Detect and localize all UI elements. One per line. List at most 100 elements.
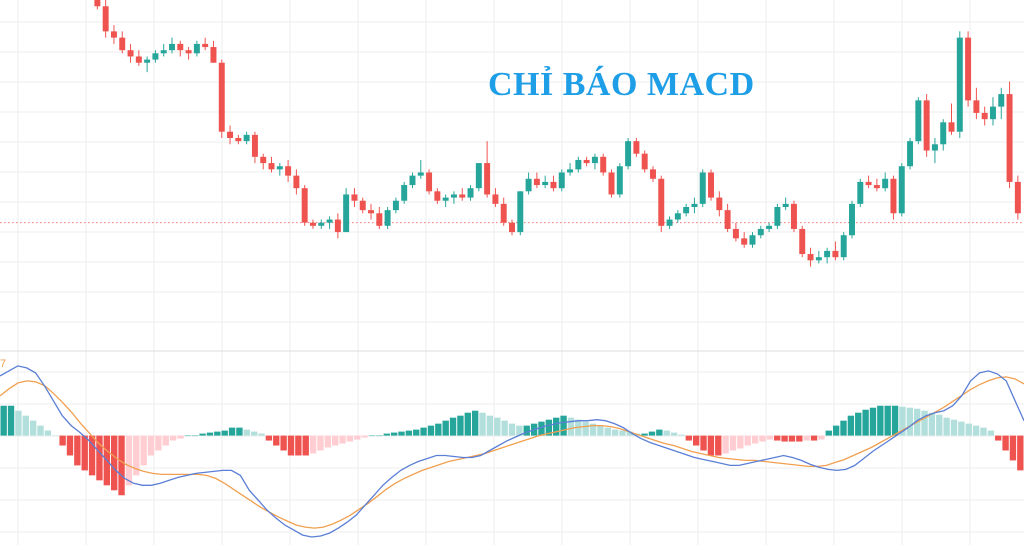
histogram-bar — [987, 430, 995, 436]
candle-body — [658, 178, 665, 226]
candle-body — [691, 203, 698, 207]
histogram-bar — [155, 435, 162, 451]
histogram-bar — [641, 433, 648, 436]
candle-body — [409, 175, 416, 186]
candle-body — [649, 169, 656, 179]
candle-body — [102, 6, 109, 32]
macd-histogram — [0, 405, 1024, 496]
candle-body — [509, 222, 515, 233]
histogram-bar — [494, 417, 501, 436]
histogram-bar — [980, 427, 987, 436]
histogram-bar — [206, 432, 214, 436]
histogram-bar — [759, 435, 766, 442]
histogram-bar — [177, 435, 184, 439]
histogram-bar — [972, 425, 980, 436]
candle-body — [542, 181, 549, 186]
candle-body — [749, 235, 756, 245]
candle-body — [177, 43, 184, 51]
candle-body — [368, 210, 375, 214]
histogram-bar — [832, 425, 840, 436]
histogram-bar — [398, 431, 405, 436]
histogram-bar — [111, 435, 118, 491]
candle-body — [94, 0, 101, 7]
histogram-bar — [140, 435, 147, 466]
histogram-bar — [508, 423, 516, 436]
candle-body — [915, 100, 922, 142]
histogram-bar — [250, 431, 258, 436]
histogram-bar — [869, 407, 877, 436]
histogram-bar — [59, 435, 66, 446]
histogram-bar — [15, 410, 22, 436]
histogram-bar — [427, 425, 435, 436]
candle-body — [608, 172, 615, 195]
histogram-bar — [906, 407, 913, 436]
candle-body — [782, 203, 789, 207]
histogram-bar — [162, 435, 169, 446]
histogram-bar — [685, 435, 692, 441]
histogram-bar — [96, 435, 103, 481]
histogram-bar — [81, 435, 88, 471]
histogram-bar — [803, 435, 810, 441]
candle-body — [160, 50, 167, 54]
histogram-bar — [332, 435, 339, 446]
candle-body — [741, 238, 748, 245]
histogram-bar — [435, 423, 442, 436]
histogram-bar — [52, 435, 59, 437]
histogram-bar — [339, 435, 346, 444]
candle-body — [525, 178, 532, 192]
candle-body — [260, 156, 267, 164]
histogram-bar — [560, 415, 567, 436]
histogram-bar — [744, 435, 751, 446]
histogram-bar — [766, 435, 774, 440]
candle-body — [674, 213, 681, 220]
histogram-bar — [1009, 435, 1017, 461]
candle-body — [359, 200, 366, 211]
candle-body — [434, 191, 441, 201]
histogram-bar — [22, 415, 29, 436]
histogram-bar — [346, 435, 354, 442]
candle-body — [235, 138, 242, 142]
histogram-bar — [118, 435, 125, 496]
histogram-bar — [295, 435, 302, 456]
candle-body — [948, 122, 955, 132]
histogram-bar — [324, 435, 332, 448]
histogram-bar — [243, 429, 250, 436]
histogram-bar — [825, 430, 832, 436]
candle-body — [567, 169, 574, 173]
candle-body — [301, 188, 308, 223]
histogram-bar — [37, 425, 44, 436]
candle-body — [110, 31, 117, 38]
histogram-bar — [169, 435, 177, 441]
histogram-bar — [280, 435, 287, 451]
candle-body — [202, 43, 209, 48]
histogram-bar — [457, 415, 464, 436]
histogram-bar — [877, 405, 884, 436]
histogram-bar — [302, 435, 309, 456]
candle-body — [417, 172, 424, 176]
candle-body — [467, 188, 474, 198]
candle-body — [616, 166, 623, 195]
histogram-bar — [501, 420, 508, 436]
candle-body — [351, 194, 358, 201]
candle-body — [824, 250, 831, 258]
candle-body — [575, 159, 582, 170]
candle-body — [533, 178, 540, 186]
histogram-bar — [464, 412, 471, 436]
histogram-bar — [361, 435, 368, 438]
candle-body — [426, 172, 433, 192]
candle-body — [807, 254, 814, 261]
macd-line — [0, 365, 1024, 538]
histogram-bar — [928, 412, 936, 436]
histogram-bar — [309, 435, 317, 454]
candle-body — [1006, 94, 1013, 182]
candle-body — [699, 172, 706, 204]
candle-body — [989, 106, 996, 120]
histogram-bar — [840, 420, 847, 436]
candle-body — [849, 203, 855, 236]
histogram-bar — [538, 421, 545, 436]
candle-body — [633, 141, 640, 154]
histogram-bar — [523, 425, 530, 436]
histogram-bar — [486, 415, 494, 436]
